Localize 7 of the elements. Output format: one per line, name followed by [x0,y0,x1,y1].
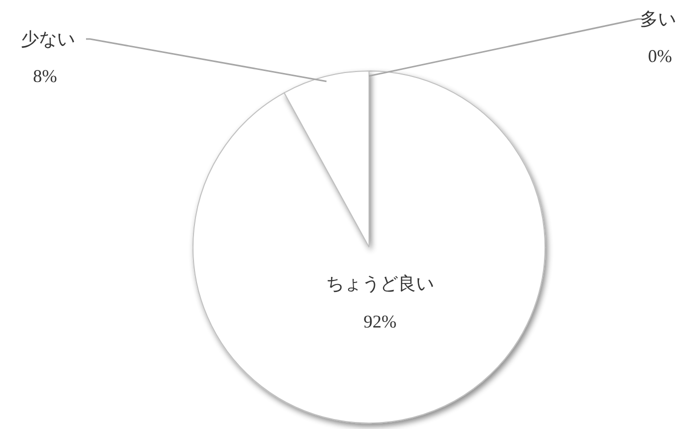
data-label: 92% [363,312,396,332]
category-label: 多い [640,9,676,29]
pie-slice [192,70,546,424]
text: 0% [648,46,672,66]
data-label: 8% [33,66,57,86]
slice-label: ちょうど良い [326,274,434,294]
slice-label: 少ない [21,29,75,49]
